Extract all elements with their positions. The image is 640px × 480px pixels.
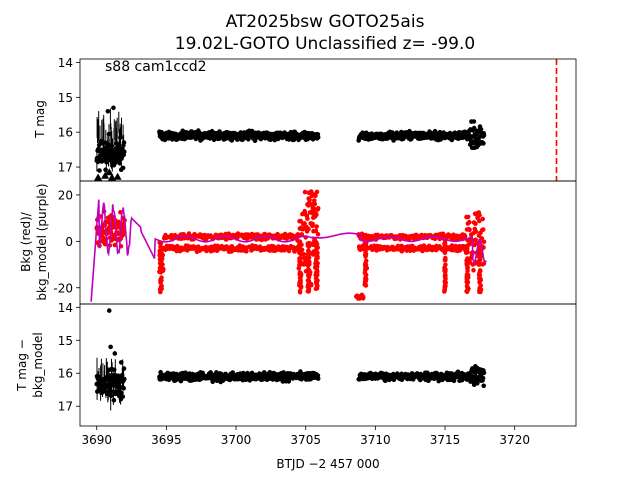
middle-y-axis-label-line2: bkg_model (purple)	[35, 183, 49, 300]
y-tick-label: 14	[58, 56, 73, 70]
annotation-label: s88 cam1ccd2	[105, 59, 207, 75]
panel-bottom: 14 15 16 17 3690 3695 3700 3705 3710 3715 3720	[58, 301, 577, 447]
panel-top: 14 15 16 17	[58, 56, 577, 182]
y-tick-label: 17	[58, 400, 73, 414]
data-points	[94, 360, 487, 403]
x-tick-label: 3700	[221, 433, 252, 447]
y-tick-label: 20	[58, 188, 73, 202]
top-y-axis-label: T mag	[33, 100, 47, 139]
y-tick-label: 14	[58, 301, 73, 315]
axes-frame	[79, 303, 577, 427]
data-points	[94, 119, 487, 173]
error-bars	[96, 357, 125, 411]
x-axis-label: BTJD −2 457 000	[276, 457, 379, 471]
y-tick-label: -20	[53, 281, 73, 295]
y-tick-label: 17	[58, 161, 73, 175]
y-tick-label: 15	[58, 334, 73, 348]
y-tick-label: 16	[58, 367, 73, 381]
panel-middle-data	[90, 189, 487, 302]
outlier-points	[106, 308, 118, 356]
x-tick-label: 3710	[360, 433, 391, 447]
bkg-model-line	[90, 199, 487, 302]
x-tick-label: 3715	[430, 433, 461, 447]
y-tick-label: 0	[65, 235, 73, 249]
x-tick-label: 3695	[151, 433, 182, 447]
panel-top-data	[94, 105, 487, 181]
y-tick-label: 16	[58, 126, 73, 140]
x-tick-label: 3690	[81, 433, 112, 447]
x-tick-label: 3720	[499, 433, 530, 447]
bkg-points	[94, 189, 487, 301]
upper-limit-markers	[94, 168, 122, 181]
y-tick-label: 15	[58, 91, 73, 105]
chart-title-line1: AT2025bsw GOTO25ais	[226, 12, 425, 32]
bottom-y-axis-label-line1: T mag −	[15, 339, 29, 392]
chart-title-line2: 19.02L-GOTO Unclassified z= -99.0	[175, 34, 475, 54]
bottom-y-axis-label-line2: bkg_model	[31, 332, 45, 398]
middle-y-axis-label-line1: Bkg (red)/	[19, 211, 33, 272]
panel-bottom-data	[94, 308, 487, 411]
x-tick-label: 3705	[290, 433, 321, 447]
